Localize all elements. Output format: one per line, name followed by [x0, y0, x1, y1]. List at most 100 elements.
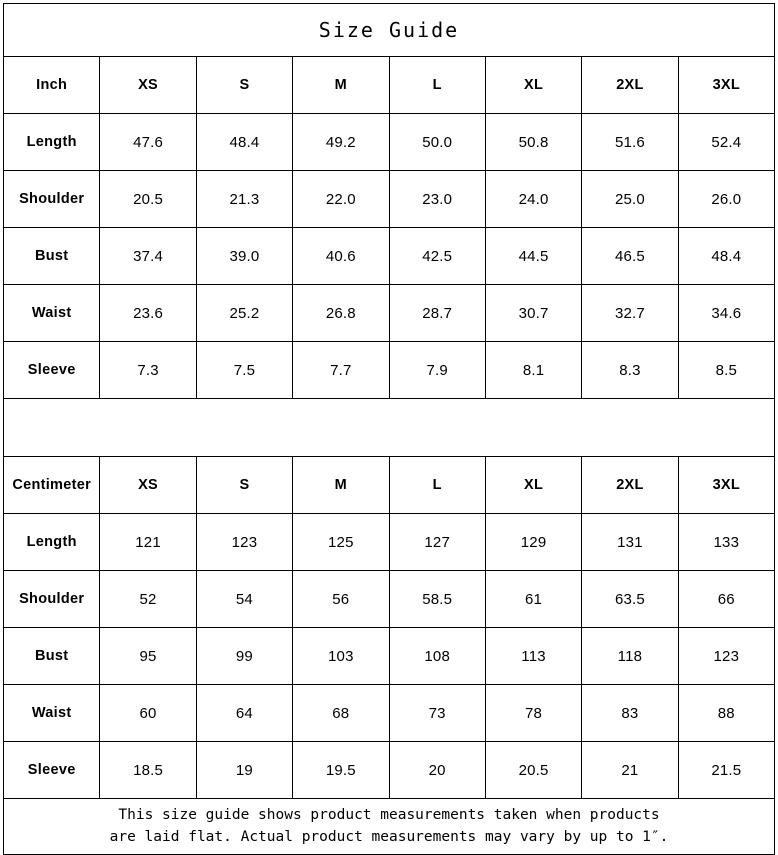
- table-row: Bust 95 99 103 108 113 118 123: [2, 627, 776, 685]
- size-guide-body: Size Guide Inch XS S M L XL 2XL 3XL Leng…: [2, 3, 776, 855]
- size-header-cm-m: M: [292, 456, 390, 514]
- row-label-cm-waist: Waist: [2, 684, 101, 742]
- table-row: Length 47.6 48.4 49.2 50.0 50.8 51.6 52.…: [2, 113, 776, 171]
- cell-inch-length-xs: 47.6: [99, 113, 197, 171]
- cell-cm-waist-2xl: 83: [581, 684, 679, 742]
- cell-inch-length-3xl: 52.4: [677, 113, 776, 171]
- cell-inch-shoulder-xl: 24.0: [484, 170, 583, 228]
- table-row: Sleeve 18.5 19 19.5 20 20.5 21 21.5: [2, 741, 776, 799]
- cell-inch-bust-l: 42.5: [388, 227, 486, 285]
- cell-inch-bust-m: 40.6: [292, 227, 390, 285]
- size-header-inch-m: M: [292, 56, 390, 114]
- header-row-inch: Inch XS S M L XL 2XL 3XL: [2, 56, 776, 114]
- cell-inch-bust-3xl: 48.4: [677, 227, 776, 285]
- cell-cm-bust-xs: 95: [99, 627, 197, 685]
- cell-inch-shoulder-xs: 20.5: [99, 170, 197, 228]
- table-row: Shoulder 52 54 56 58.5 61 63.5 66: [2, 570, 776, 628]
- cell-inch-waist-l: 28.7: [388, 284, 486, 342]
- cell-inch-shoulder-m: 22.0: [292, 170, 390, 228]
- cell-cm-shoulder-m: 56: [292, 570, 390, 628]
- cell-cm-sleeve-xl: 20.5: [484, 741, 583, 799]
- cell-cm-bust-3xl: 123: [677, 627, 776, 685]
- cell-cm-length-xl: 129: [484, 513, 583, 571]
- size-header-inch-xl: XL: [484, 56, 583, 114]
- cell-cm-shoulder-3xl: 66: [677, 570, 776, 628]
- table-separator: [3, 398, 775, 457]
- table-row: Waist 23.6 25.2 26.8 28.7 30.7 32.7 34.6: [2, 284, 776, 342]
- cell-inch-bust-s: 39.0: [195, 227, 294, 285]
- size-header-cm-3xl: 3XL: [677, 456, 776, 514]
- cell-cm-shoulder-2xl: 63.5: [581, 570, 679, 628]
- cell-inch-length-xl: 50.8: [484, 113, 583, 171]
- size-header-inch-s: S: [195, 56, 294, 114]
- cell-cm-waist-xs: 60: [99, 684, 197, 742]
- footer-row: This size guide shows product measuremen…: [3, 798, 775, 855]
- row-label-inch-shoulder: Shoulder: [2, 170, 101, 228]
- size-header-inch-l: L: [388, 56, 486, 114]
- row-label-cm-bust: Bust: [2, 627, 101, 685]
- cell-cm-bust-s: 99: [195, 627, 294, 685]
- cell-inch-waist-s: 25.2: [195, 284, 294, 342]
- footer-note-line-1: This size guide shows product measuremen…: [118, 806, 660, 823]
- cell-cm-waist-s: 64: [195, 684, 294, 742]
- cell-inch-sleeve-xl: 8.1: [484, 341, 583, 399]
- cell-cm-bust-2xl: 118: [581, 627, 679, 685]
- cell-inch-shoulder-l: 23.0: [388, 170, 486, 228]
- cell-inch-waist-3xl: 34.6: [677, 284, 776, 342]
- cell-inch-length-2xl: 51.6: [581, 113, 679, 171]
- cell-inch-length-s: 48.4: [195, 113, 294, 171]
- cell-inch-bust-xl: 44.5: [484, 227, 583, 285]
- size-header-cm-l: L: [388, 456, 486, 514]
- size-header-cm-s: S: [195, 456, 294, 514]
- cell-inch-waist-xl: 30.7: [484, 284, 583, 342]
- cell-cm-waist-m: 68: [292, 684, 390, 742]
- cell-cm-length-s: 123: [195, 513, 294, 571]
- size-header-cm-xs: XS: [99, 456, 197, 514]
- cell-cm-sleeve-m: 19.5: [292, 741, 390, 799]
- row-label-inch-sleeve: Sleeve: [2, 341, 101, 399]
- row-label-inch-waist: Waist: [2, 284, 101, 342]
- size-header-cm-xl: XL: [484, 456, 583, 514]
- cell-cm-sleeve-xs: 18.5: [99, 741, 197, 799]
- table-separator-row: [3, 398, 775, 457]
- cell-inch-waist-xs: 23.6: [99, 284, 197, 342]
- row-label-cm-sleeve: Sleeve: [2, 741, 101, 799]
- cell-cm-shoulder-s: 54: [195, 570, 294, 628]
- cell-cm-shoulder-xl: 61: [484, 570, 583, 628]
- cell-cm-sleeve-s: 19: [195, 741, 294, 799]
- cell-cm-waist-3xl: 88: [677, 684, 776, 742]
- cell-cm-bust-m: 103: [292, 627, 390, 685]
- page-title: Size Guide: [3, 3, 775, 57]
- row-label-inch-length: Length: [2, 113, 101, 171]
- cell-cm-bust-xl: 113: [484, 627, 583, 685]
- cell-cm-length-l: 127: [388, 513, 486, 571]
- table-row: Waist 60 64 68 73 78 83 88: [2, 684, 776, 742]
- cell-inch-waist-m: 26.8: [292, 284, 390, 342]
- table-row: Shoulder 20.5 21.3 22.0 23.0 24.0 25.0 2…: [2, 170, 776, 228]
- cell-cm-waist-xl: 78: [484, 684, 583, 742]
- cell-cm-length-2xl: 131: [581, 513, 679, 571]
- cell-inch-bust-xs: 37.4: [99, 227, 197, 285]
- size-header-inch-3xl: 3XL: [677, 56, 776, 114]
- unit-label-centimeter: Centimeter: [2, 456, 101, 514]
- size-header-inch-2xl: 2XL: [581, 56, 679, 114]
- cell-inch-waist-2xl: 32.7: [581, 284, 679, 342]
- row-label-inch-bust: Bust: [2, 227, 101, 285]
- cell-inch-sleeve-3xl: 8.5: [677, 341, 776, 399]
- cell-cm-length-3xl: 133: [677, 513, 776, 571]
- cell-cm-shoulder-l: 58.5: [388, 570, 486, 628]
- cell-inch-length-l: 50.0: [388, 113, 486, 171]
- table-row: Length 121 123 125 127 129 131 133: [2, 513, 776, 571]
- cell-cm-sleeve-l: 20: [388, 741, 486, 799]
- cell-cm-sleeve-2xl: 21: [581, 741, 679, 799]
- cell-inch-sleeve-xs: 7.3: [99, 341, 197, 399]
- cell-inch-sleeve-s: 7.5: [195, 341, 294, 399]
- row-label-cm-shoulder: Shoulder: [2, 570, 101, 628]
- table-row: Bust 37.4 39.0 40.6 42.5 44.5 46.5 48.4: [2, 227, 776, 285]
- unit-label-inch: Inch: [2, 56, 101, 114]
- cell-inch-sleeve-m: 7.7: [292, 341, 390, 399]
- row-label-cm-length: Length: [2, 513, 101, 571]
- cell-cm-shoulder-xs: 52: [99, 570, 197, 628]
- cell-cm-sleeve-3xl: 21.5: [677, 741, 776, 799]
